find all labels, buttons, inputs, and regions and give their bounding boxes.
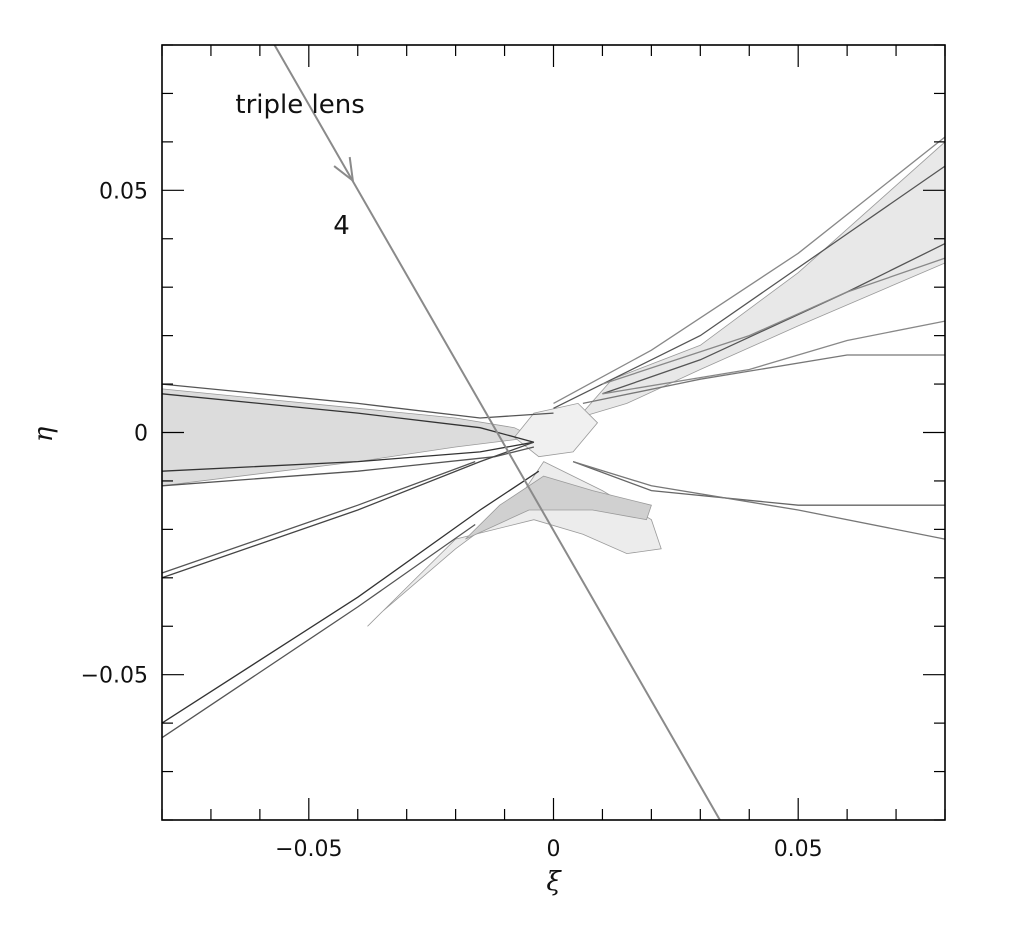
x-tick-label: −0.05: [275, 837, 342, 862]
contour-lines: [161, 136, 946, 739]
contour-line-6: [161, 523, 476, 739]
shaded-region-1: [576, 141, 946, 419]
shaded-region-2: [367, 461, 662, 627]
annotation-1: 4: [333, 211, 350, 241]
x-tick-label: 0.05: [774, 837, 823, 862]
y-tick-label: 0: [134, 422, 148, 447]
annotations: triple lens 4: [235, 90, 364, 241]
contour-line-9: [553, 165, 946, 409]
annotation-0: triple lens: [235, 90, 364, 120]
contour-line-13: [553, 136, 946, 404]
y-tick-label: −0.05: [81, 664, 148, 689]
contour-line-3: [161, 441, 535, 579]
contour-line-10: [602, 243, 946, 395]
shaded-region-0: [161, 388, 536, 487]
contour-line-12: [602, 320, 946, 395]
contour-line-2: [161, 446, 535, 487]
trajectory-arrow: [333, 156, 355, 183]
y-tick-label: 0.05: [99, 179, 148, 204]
x-axis-label: ξ: [546, 867, 562, 897]
shaded-regions: [161, 141, 946, 627]
contour-line-11: [582, 354, 945, 405]
source-trajectory: [273, 44, 721, 821]
contour-line-8: [572, 460, 946, 540]
shaded-region-3: [465, 475, 652, 540]
x-tick-label: 0: [547, 837, 561, 862]
y-axis-label: η: [29, 426, 59, 442]
contour-line-5: [161, 470, 540, 724]
contour-line-7: [572, 460, 945, 506]
contour-line-4: [161, 460, 476, 574]
tick-labels: −0.05 0 0.05 0.05 0 −0.05: [81, 179, 823, 862]
axis-ticks: [161, 44, 946, 821]
contour-line-14: [602, 257, 946, 385]
contour-line-1: [161, 383, 554, 419]
trajectory-line: [273, 44, 721, 821]
